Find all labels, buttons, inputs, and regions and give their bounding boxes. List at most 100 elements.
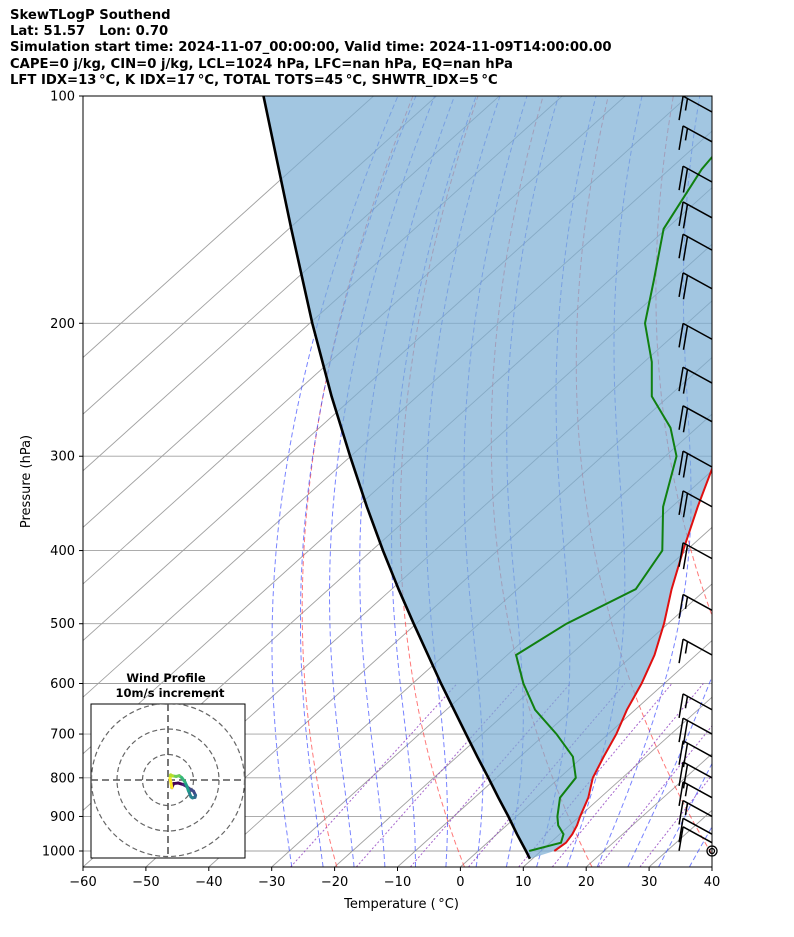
- barb-flag: [678, 693, 684, 718]
- y-tick-label: 100: [50, 90, 75, 105]
- wind-barb: [678, 366, 713, 394]
- wind-barb: [678, 826, 713, 851]
- dewpoint-line: [514, 155, 712, 852]
- wind-barb: [678, 799, 713, 825]
- stability-indices-line2: LFT IDX=13 °C, K IDX=17 °C, TOTAL TOTS=4…: [10, 72, 498, 88]
- wind-barb: [678, 201, 713, 229]
- barb-flag: [682, 168, 689, 193]
- barb-half-flag: [684, 98, 689, 111]
- isotherm-line: [711, 866, 712, 867]
- dry-adiabat: [301, 96, 414, 867]
- sounding-profiles: [262, 96, 712, 860]
- barb-half-flag: [684, 802, 689, 816]
- wind-barb: [678, 405, 713, 433]
- y-axis-label: Pressure (hPa): [19, 435, 34, 528]
- barb-flag: [678, 166, 684, 191]
- wind-barb: [706, 845, 718, 857]
- barb-flag: [682, 743, 689, 768]
- x-tick-label: −30: [258, 875, 285, 890]
- barb-flag: [682, 236, 689, 261]
- barb-flag: [678, 826, 684, 851]
- barb-flag: [678, 818, 684, 843]
- wind-barb: [678, 740, 713, 768]
- barb-flag: [682, 204, 689, 229]
- x-tick-label: −40: [195, 875, 222, 890]
- x-tick-label: −50: [132, 875, 159, 890]
- barb-flag: [678, 740, 684, 765]
- barb-staff: [682, 826, 713, 844]
- barb-flag: [678, 761, 684, 787]
- wind-barb: [678, 717, 713, 745]
- barb-flag: [678, 201, 684, 227]
- wind-barb: [678, 272, 713, 300]
- barb-flag: [678, 95, 684, 121]
- barb-flag: [682, 453, 689, 478]
- isotherm-line: [522, 696, 712, 867]
- x-tick-label: −20: [321, 875, 348, 890]
- temperature-line: [553, 466, 712, 852]
- wind-barb: [678, 490, 713, 518]
- wind-barb: [678, 233, 713, 261]
- moist-adiabat: [627, 675, 712, 867]
- dry-adiabat: [731, 96, 794, 867]
- moist-adiabat: [720, 96, 794, 867]
- barb-flag: [678, 367, 684, 392]
- wind-barb: [678, 817, 713, 843]
- barb-flag: [678, 323, 684, 348]
- plot-axes: −60 −50 −40 −30 −20 −10 0 10 20 30 40 1000 900 800 700…: [19, 90, 720, 913]
- barb-flag: [678, 542, 684, 567]
- inset-plot: [91, 704, 245, 858]
- wind-barb: [678, 95, 713, 121]
- wind-barb: [678, 693, 713, 718]
- x-tick-label: 0: [456, 875, 464, 890]
- x-tick-label: 10: [515, 875, 532, 890]
- y-tick-label: 600: [50, 677, 75, 692]
- barb-flag: [678, 272, 684, 297]
- barb-flag: [678, 450, 684, 476]
- mixing-ratio-line: [410, 683, 571, 867]
- y-tick-label: 300: [50, 450, 75, 465]
- chart-header: SkewTLogP Southend Lat: 51.57 Lon: 0.70 …: [10, 8, 780, 89]
- barb-flag: [682, 545, 689, 570]
- parcel-profile-line: [262, 96, 532, 860]
- cin-shaded-area: [263, 96, 712, 859]
- stability-indices-line1: CAPE=0 j/kg, CIN=0 j/kg, LCL=1024 hPa, L…: [10, 56, 513, 72]
- barb-flag: [678, 490, 684, 515]
- y-tick-label: 1000: [42, 845, 75, 860]
- wind-barb: [678, 125, 713, 151]
- y-tick-label: 400: [50, 544, 75, 559]
- x-tick-label: −10: [384, 875, 411, 890]
- wind-barb: [678, 638, 713, 664]
- y-tick-label: 900: [50, 810, 75, 825]
- simulation-times: Simulation start time: 2024-11-07_00:00:…: [10, 40, 612, 56]
- wind-barb: [678, 593, 713, 619]
- barb-staff: [682, 781, 713, 799]
- barb-staff: [682, 740, 713, 758]
- wind-barb: [678, 322, 713, 350]
- barb-staff: [682, 717, 713, 735]
- hodograph-ring: [91, 704, 245, 858]
- x-tick-label: 40: [704, 875, 721, 890]
- barb-half-flag: [684, 641, 689, 654]
- barb-half-flag: [684, 128, 689, 141]
- barb-flag: [678, 781, 684, 806]
- wind-barb: [678, 542, 713, 570]
- wind-barb: [678, 761, 713, 789]
- wind-barbs: [678, 95, 718, 857]
- barb-flag: [678, 125, 684, 151]
- barb-half-flag: [684, 784, 689, 797]
- x-tick-label: −60: [69, 875, 96, 890]
- inset-subtitle: 10m/s increment: [116, 686, 225, 700]
- y-tick-label: 200: [50, 317, 75, 332]
- barb-flag: [682, 493, 689, 518]
- barb-half-flag: [684, 696, 689, 709]
- inset-title: Wind Profile: [126, 671, 206, 685]
- x-tick-label: 30: [641, 875, 658, 890]
- wind-barb: [678, 450, 713, 478]
- chart-title: SkewTLogP Southend: [10, 8, 171, 23]
- x-tick-label: 20: [578, 875, 595, 890]
- barb-staff: [682, 638, 713, 656]
- barb-flag: [678, 638, 684, 664]
